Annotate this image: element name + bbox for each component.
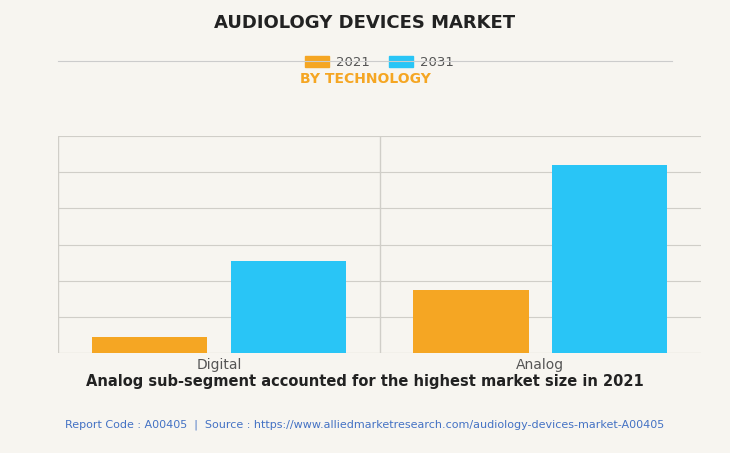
Text: BY TECHNOLOGY: BY TECHNOLOGY — [299, 72, 431, 87]
Bar — [552, 165, 667, 353]
Text: Report Code : A00405  |  Source : https://www.alliedmarketresearch.com/audiology: Report Code : A00405 | Source : https://… — [66, 419, 664, 429]
Bar — [413, 289, 529, 353]
Text: Analog sub-segment accounted for the highest market size in 2021: Analog sub-segment accounted for the hig… — [86, 374, 644, 389]
Text: AUDIOLOGY DEVICES MARKET: AUDIOLOGY DEVICES MARKET — [215, 14, 515, 32]
Legend: 2021, 2031: 2021, 2031 — [300, 51, 459, 75]
Bar — [92, 337, 207, 353]
Bar — [231, 260, 346, 353]
